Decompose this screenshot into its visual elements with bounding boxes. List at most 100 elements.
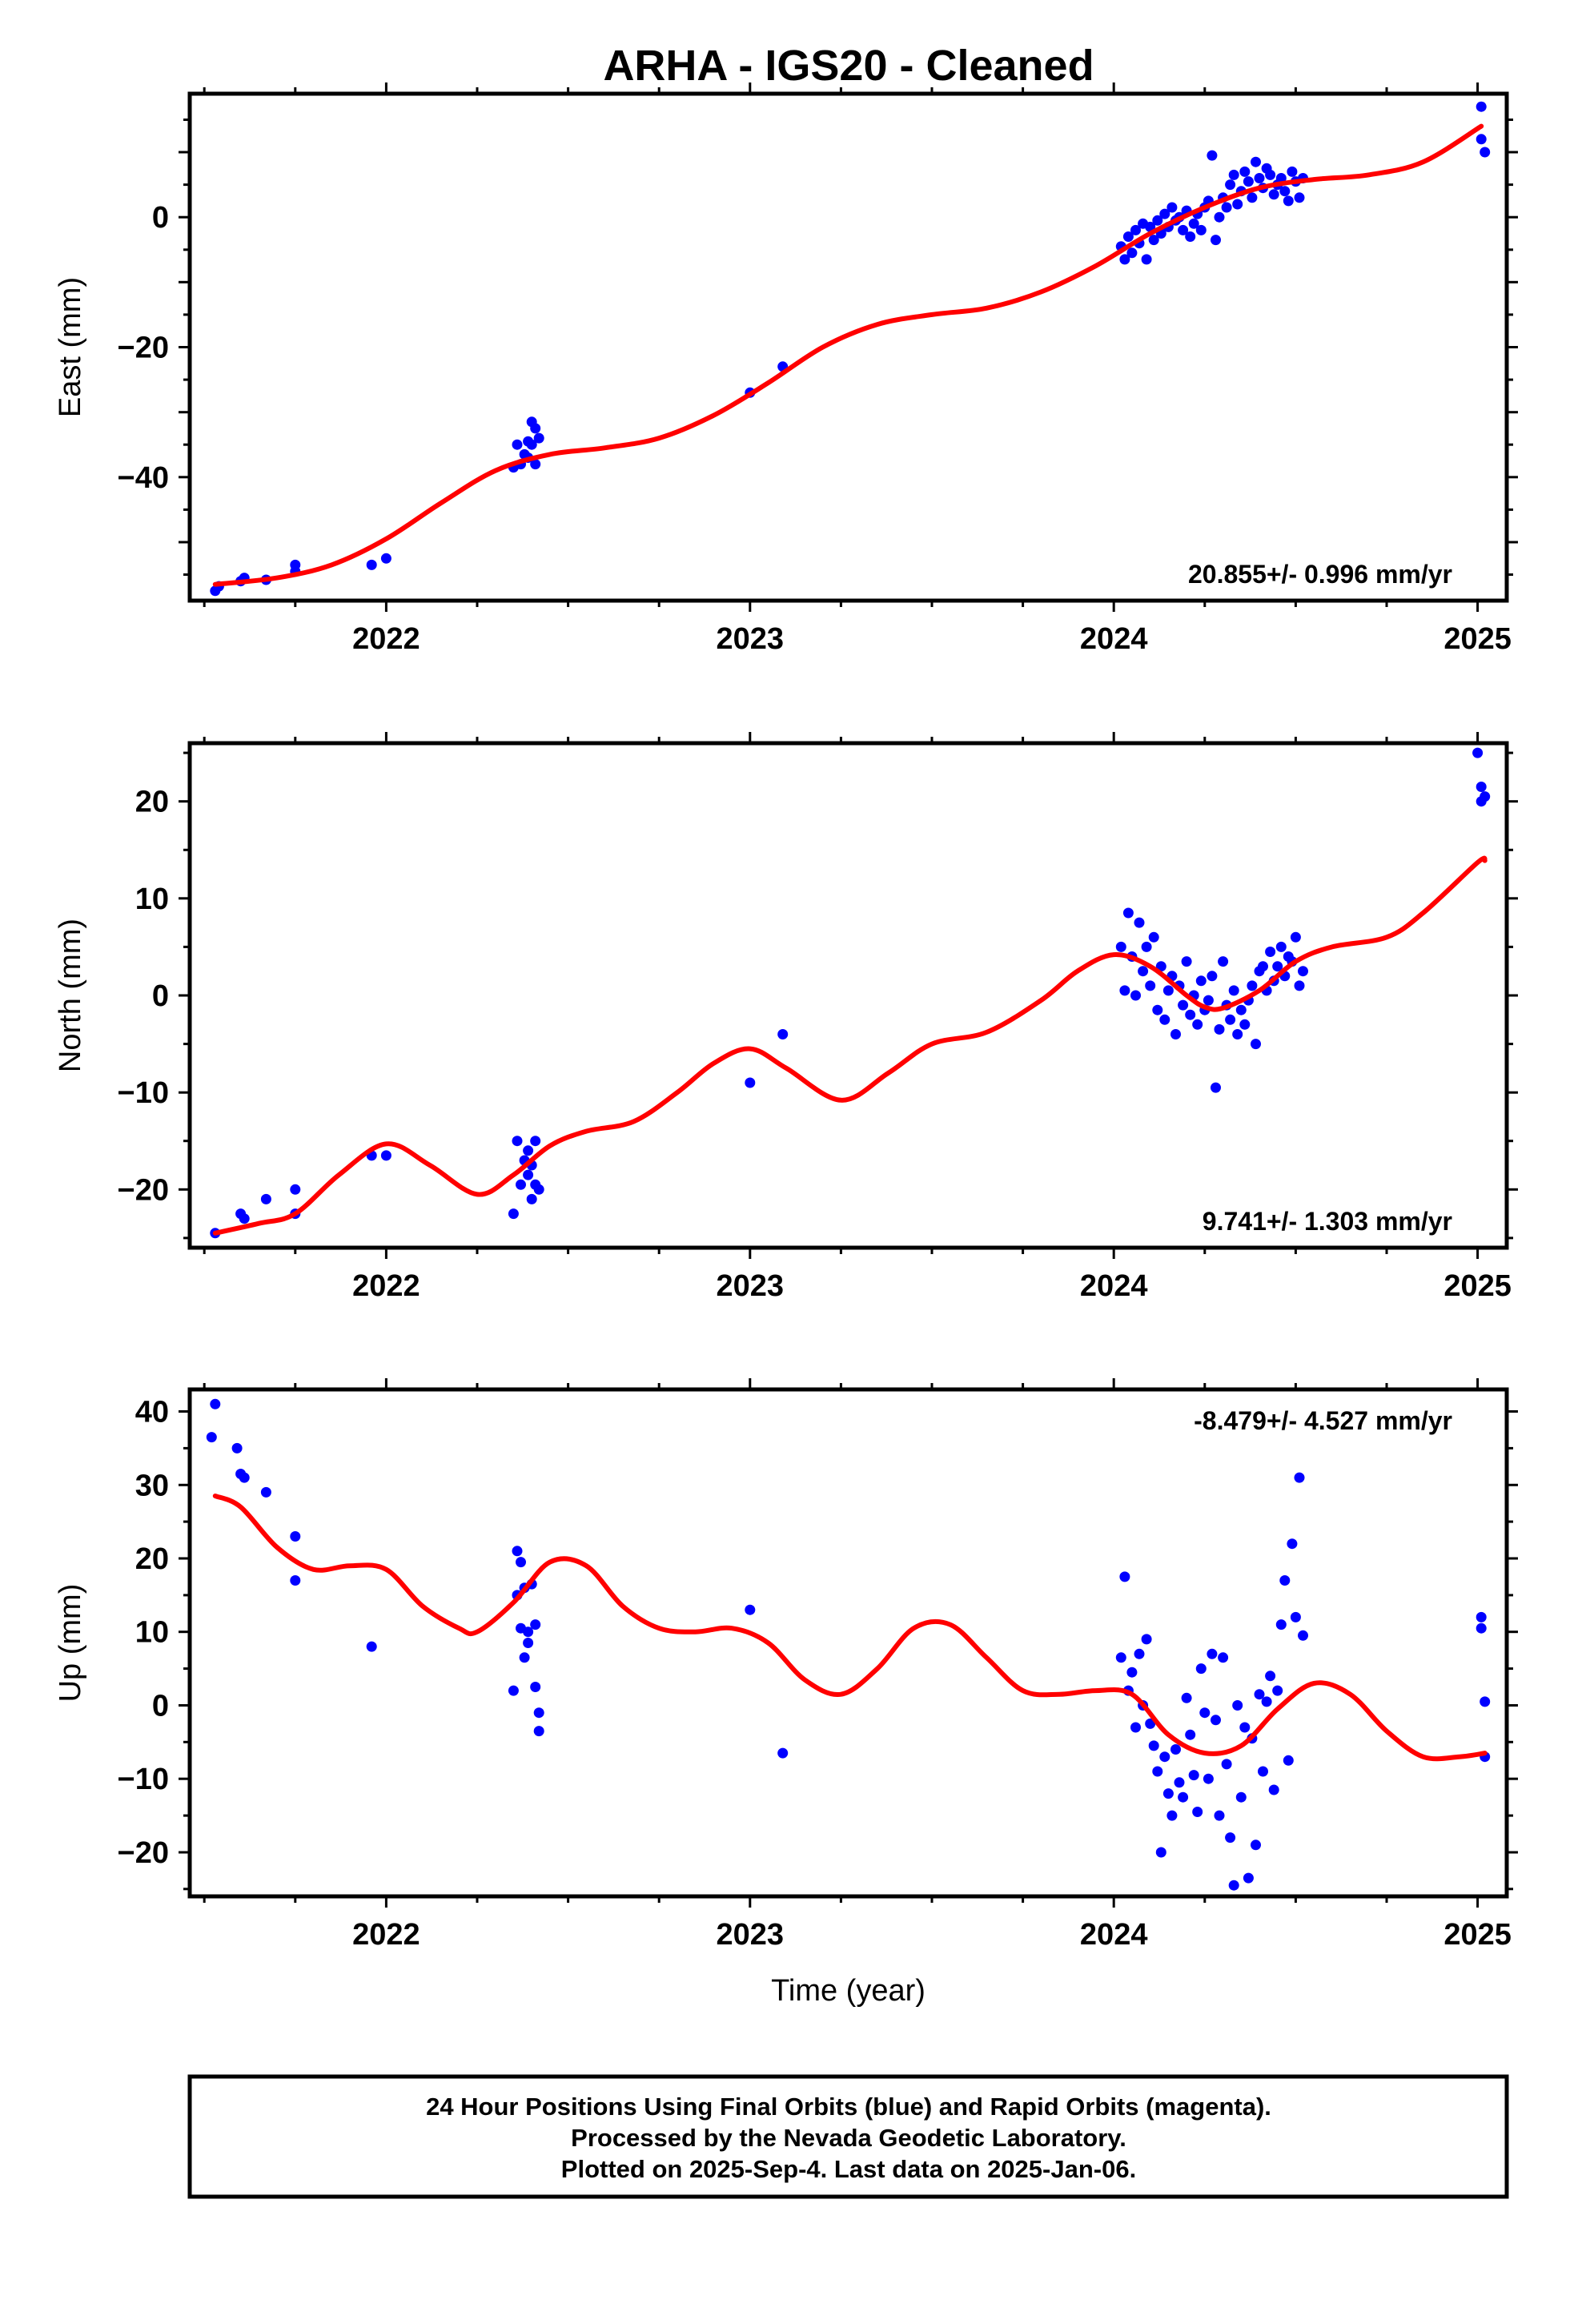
north-data-point xyxy=(1203,995,1214,1006)
up-data-point xyxy=(1218,1652,1229,1663)
east-data-point xyxy=(530,423,541,434)
east-fit-line xyxy=(212,123,1484,587)
up-data-point xyxy=(530,1619,541,1630)
east-data-point xyxy=(1188,218,1199,229)
up-data-point xyxy=(1283,1755,1294,1766)
east-x-tick-label: 2025 xyxy=(1443,622,1512,656)
north-data-point xyxy=(530,1136,541,1147)
north-data-point xyxy=(1275,941,1287,952)
east-data-point xyxy=(1148,235,1159,246)
up-x-tick-label: 2022 xyxy=(352,1918,420,1952)
north-plot-frame xyxy=(187,741,1509,1250)
east-data-point xyxy=(1185,231,1196,242)
north-data-point xyxy=(1152,1004,1163,1015)
east-data-point xyxy=(1130,224,1141,235)
up-data-point xyxy=(1181,1692,1192,1703)
up-x-axis-label: Time (year) xyxy=(771,1974,926,2008)
east-data-point xyxy=(1214,211,1225,223)
up-data-point xyxy=(1480,1696,1491,1707)
up-data-point xyxy=(533,1726,544,1737)
up-data-point xyxy=(1298,1630,1308,1641)
north-data-point xyxy=(508,1208,519,1220)
east-data-point xyxy=(1239,166,1251,177)
footer-line-2: Processed by the Nevada Geodetic Laborat… xyxy=(571,2124,1126,2152)
east-data-point xyxy=(1228,169,1239,180)
north-data-point xyxy=(260,1193,271,1204)
north-data-point xyxy=(533,1184,544,1195)
up-data-point xyxy=(1211,1715,1221,1726)
north-data-point xyxy=(1228,985,1239,996)
north-data-point xyxy=(1480,791,1491,802)
up-data-point xyxy=(1207,1648,1218,1659)
east-x-tick-label: 2023 xyxy=(717,622,785,656)
east-x-tick-label: 2022 xyxy=(352,622,420,656)
east-data-point xyxy=(1283,195,1294,207)
north-fit-line xyxy=(212,855,1488,1236)
up-data-point xyxy=(1251,1839,1261,1851)
north-data-point xyxy=(1145,980,1156,991)
east-data-point xyxy=(1268,189,1279,200)
north-ticks xyxy=(179,732,1518,1259)
up-data-point xyxy=(1268,1784,1279,1795)
up-data-point xyxy=(1279,1575,1291,1586)
up-data-point xyxy=(260,1486,271,1498)
up-data-point xyxy=(519,1652,530,1663)
up-data-point xyxy=(1130,1722,1141,1733)
east-data-point xyxy=(526,439,537,450)
east-data-point xyxy=(380,553,391,564)
north-data-point xyxy=(1232,1029,1243,1039)
north-x-tick-label: 2025 xyxy=(1443,1269,1512,1303)
north-data-point xyxy=(290,1184,301,1195)
north-data-point xyxy=(1258,961,1268,972)
up-y-tick-label: 40 xyxy=(135,1396,169,1429)
up-plot-frame xyxy=(187,1387,1509,1899)
east-data-point xyxy=(1159,208,1170,219)
east-data-point xyxy=(1279,186,1291,197)
east-data-point xyxy=(1294,192,1305,203)
north-data-point xyxy=(1195,975,1207,987)
up-data-point xyxy=(210,1398,221,1409)
up-y-tick-label: 30 xyxy=(135,1469,169,1502)
north-data-point xyxy=(1170,1029,1181,1039)
north-data-points xyxy=(210,747,1491,1239)
north-data-point xyxy=(1134,917,1145,928)
up-data-point xyxy=(1272,1685,1283,1696)
north-data-point xyxy=(1294,980,1305,991)
north-data-point xyxy=(1192,1019,1203,1030)
north-data-point xyxy=(1476,782,1487,792)
up-data-point xyxy=(1225,1832,1236,1844)
up-data-point xyxy=(1239,1722,1251,1733)
east-data-point xyxy=(1247,192,1258,203)
east-x-tick-label: 2024 xyxy=(1080,622,1148,656)
up-data-point xyxy=(290,1575,301,1586)
north-data-point xyxy=(1155,961,1166,972)
up-data-point xyxy=(1119,1571,1130,1582)
north-data-point xyxy=(1290,931,1301,943)
north-data-point xyxy=(1119,985,1130,996)
up-data-point xyxy=(1243,1872,1254,1884)
north-y-axis-label: North (mm) xyxy=(54,919,87,1072)
up-x-tick-label: 2023 xyxy=(717,1918,785,1952)
east-data-point xyxy=(512,439,523,450)
up-data-point xyxy=(206,1432,217,1443)
up-data-point xyxy=(1178,1791,1189,1803)
up-data-point xyxy=(1476,1611,1487,1622)
north-data-point xyxy=(1239,1019,1251,1030)
up-data-point xyxy=(1192,1807,1203,1817)
up-data-point xyxy=(1275,1619,1287,1630)
up-data-point xyxy=(533,1707,544,1719)
east-data-point xyxy=(1152,215,1163,226)
east-data-point xyxy=(1126,247,1138,259)
up-data-point xyxy=(523,1638,534,1648)
up-data-point xyxy=(1254,1689,1265,1700)
up-data-point xyxy=(1265,1671,1276,1682)
east-data-point xyxy=(1221,202,1232,213)
up-data-point xyxy=(1232,1700,1243,1711)
east-data-point xyxy=(1166,202,1178,213)
east-data-point xyxy=(1275,173,1287,183)
up-y-tick-label: 0 xyxy=(152,1690,169,1723)
east-data-point xyxy=(530,459,541,470)
north-data-point xyxy=(1138,966,1149,977)
east-data-point xyxy=(1243,176,1254,187)
north-x-tick-label: 2022 xyxy=(352,1269,420,1303)
